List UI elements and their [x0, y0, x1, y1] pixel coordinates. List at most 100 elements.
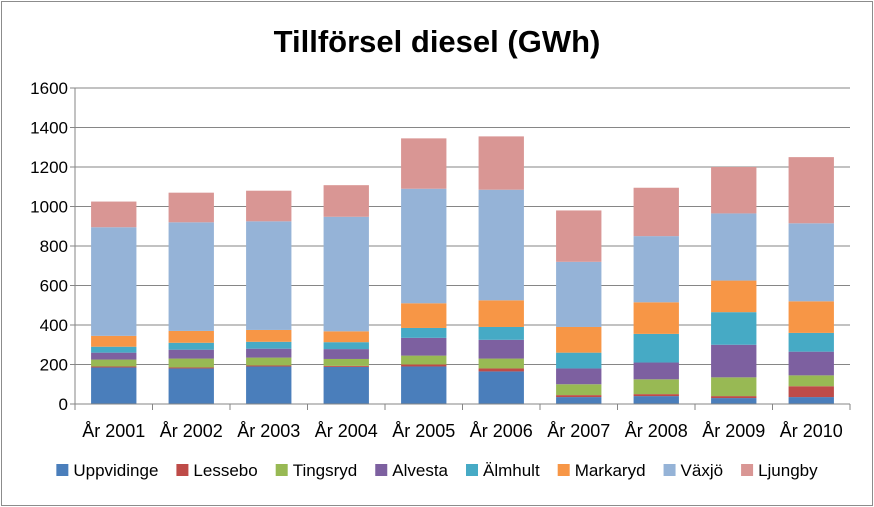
x-tick-label: År 2009	[702, 421, 765, 441]
bar-segment	[633, 379, 679, 395]
legend-item: Älmhult	[466, 461, 540, 480]
bar-segment	[401, 327, 447, 338]
bar-segment	[556, 326, 602, 353]
bar-segment	[401, 355, 447, 365]
bar-segment	[91, 359, 137, 367]
bar-segment	[91, 366, 137, 368]
legend-swatch	[557, 464, 570, 476]
bar-segment	[788, 157, 834, 224]
legend-swatch	[275, 464, 288, 476]
bar-segment	[91, 367, 137, 404]
bar-segment	[168, 349, 214, 359]
bar-segment	[556, 384, 602, 396]
bar-segment	[711, 398, 757, 404]
legend-label: Alvesta	[392, 461, 448, 480]
bar-segment	[556, 210, 602, 262]
axes	[74, 88, 851, 410]
bar-segment	[401, 138, 447, 189]
x-tick-label: År 2001	[82, 421, 145, 441]
y-tick-label: 1400	[30, 119, 68, 138]
bar-segment	[323, 358, 369, 366]
legend-swatch	[375, 464, 388, 476]
bar-segment	[478, 136, 524, 190]
bar-segment	[168, 358, 214, 368]
bar-segment	[711, 377, 757, 397]
bar-segment	[323, 365, 369, 367]
bar-segment	[323, 185, 369, 217]
bar-segment	[246, 366, 292, 404]
bar-segment	[633, 187, 679, 237]
legend-item: Uppvidinge	[56, 461, 158, 480]
bar-segment	[401, 303, 447, 328]
bar-segment	[633, 236, 679, 303]
y-tick-label: 600	[40, 277, 68, 296]
bar-segment	[478, 300, 524, 327]
bar-segment	[788, 397, 834, 404]
bar-segment	[633, 396, 679, 404]
bar-segment	[246, 357, 292, 366]
bar-segment	[168, 330, 214, 343]
x-tick-label: År 2007	[547, 421, 610, 441]
bar-segment	[788, 301, 834, 333]
bar-segment	[711, 280, 757, 313]
bar-segment	[633, 394, 679, 397]
bar-segment	[478, 326, 524, 340]
bar-segment	[323, 216, 369, 332]
bar-segment	[711, 396, 757, 399]
bar-segment	[788, 351, 834, 376]
bar-segment	[168, 367, 214, 369]
bar-segment	[711, 213, 757, 281]
bar-segment	[168, 368, 214, 404]
legend-item: Ljungby	[741, 461, 818, 480]
bar-segment	[556, 368, 602, 385]
legend-swatch	[741, 464, 754, 476]
legend-item: Tingsryd	[275, 461, 357, 480]
bar-segment	[478, 371, 524, 404]
bar-segment	[556, 397, 602, 404]
legend-swatch	[176, 464, 189, 476]
bar-segment	[478, 358, 524, 369]
bar-segment	[246, 365, 292, 367]
bar-segment	[168, 192, 214, 223]
bar-segment	[246, 348, 292, 358]
bar-segment	[91, 227, 137, 336]
bar-segment	[323, 366, 369, 404]
legend-label: Växjö	[681, 461, 724, 480]
bar-segment	[711, 344, 757, 378]
chart-title: Tillförsel diesel (GWh)	[274, 24, 601, 59]
x-axis-tick-labels: År 2001 År 2002 År 2003 År 2004 År 2005 År 20…	[82, 421, 843, 441]
bars	[91, 136, 834, 404]
bar-segment	[401, 188, 447, 304]
bar-segment	[711, 312, 757, 345]
bar-segment	[323, 331, 369, 343]
bar-segment	[246, 341, 292, 349]
x-tick-label: År 2002	[160, 421, 223, 441]
bar-segment	[323, 342, 369, 350]
y-tick-label: 200	[40, 356, 68, 375]
bar-segment	[323, 349, 369, 359]
bar-segment	[246, 221, 292, 330]
x-tick-label: År 2008	[625, 421, 688, 441]
x-tick-label: År 2010	[780, 421, 843, 441]
legend-label: Ljungby	[758, 461, 818, 480]
legend-item: Växjö	[663, 461, 724, 480]
bar-segment	[91, 346, 137, 353]
y-axis-tick-labels: 0 200 400 600 800 1000 1200 1400 1600	[30, 79, 68, 414]
bar-segment	[788, 223, 834, 302]
bar-segment	[556, 395, 602, 398]
x-tick-label: År 2003	[237, 421, 300, 441]
bar-segment	[556, 352, 602, 369]
bar-segment	[401, 337, 447, 356]
bar-segment	[788, 386, 834, 398]
bar-segment	[788, 375, 834, 387]
y-tick-label: 800	[40, 237, 68, 256]
legend-item: Lessebo	[176, 461, 258, 480]
y-tick-label: 400	[40, 316, 68, 335]
bar-segment	[168, 342, 214, 350]
bar-segment	[401, 364, 447, 367]
bar-segment	[401, 366, 447, 404]
legend-item: Alvesta	[375, 461, 449, 480]
bar-segment	[633, 362, 679, 380]
legend-item: Markaryd	[557, 461, 646, 480]
